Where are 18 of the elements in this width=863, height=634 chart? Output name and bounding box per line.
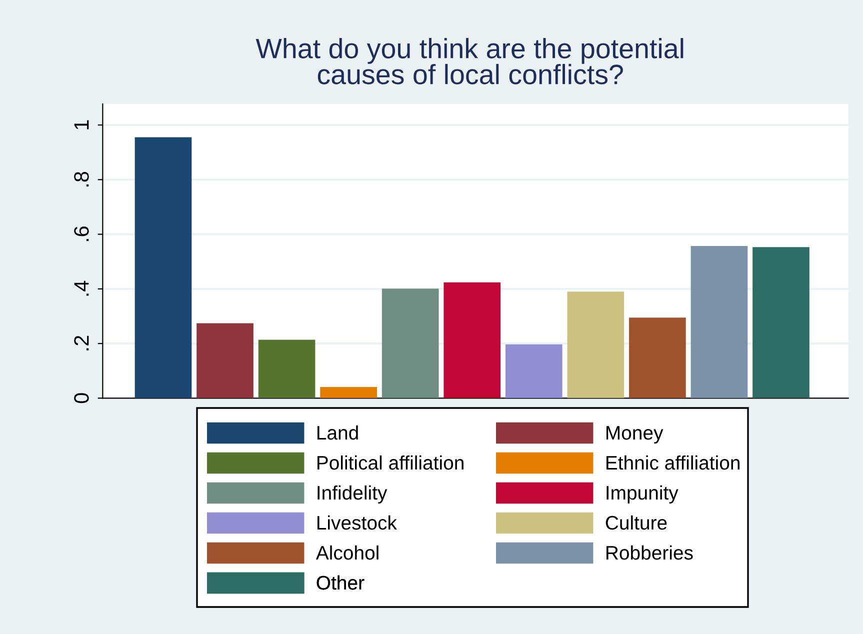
legend-label: Infidelity: [318, 485, 388, 504]
legend-label: Livestock: [317, 515, 397, 530]
chart-title: What do you think are the potential causes of local conflicts?: [256, 38, 684, 84]
legend-label: Political affiliation: [317, 455, 464, 470]
y-tick-label: .2: [74, 336, 89, 350]
legend-label: Culture: [606, 515, 667, 530]
y-tick-label: 0: [74, 393, 89, 404]
y-tick-label: 1: [74, 120, 89, 130]
legend-label: Alcohol: [316, 545, 378, 560]
y-tick-label: .8: [74, 172, 89, 186]
y-tick-label: .6: [74, 226, 89, 242]
legend-label: Other: [316, 575, 364, 590]
legend-label: Land: [317, 425, 358, 440]
y-tick-label: .4: [74, 280, 89, 296]
legend-label: Ethnic affiliation: [606, 455, 740, 470]
legend-label: Impunity: [606, 485, 678, 504]
legend-label: Money: [606, 426, 664, 444]
legend-label: Robberies: [606, 545, 693, 560]
